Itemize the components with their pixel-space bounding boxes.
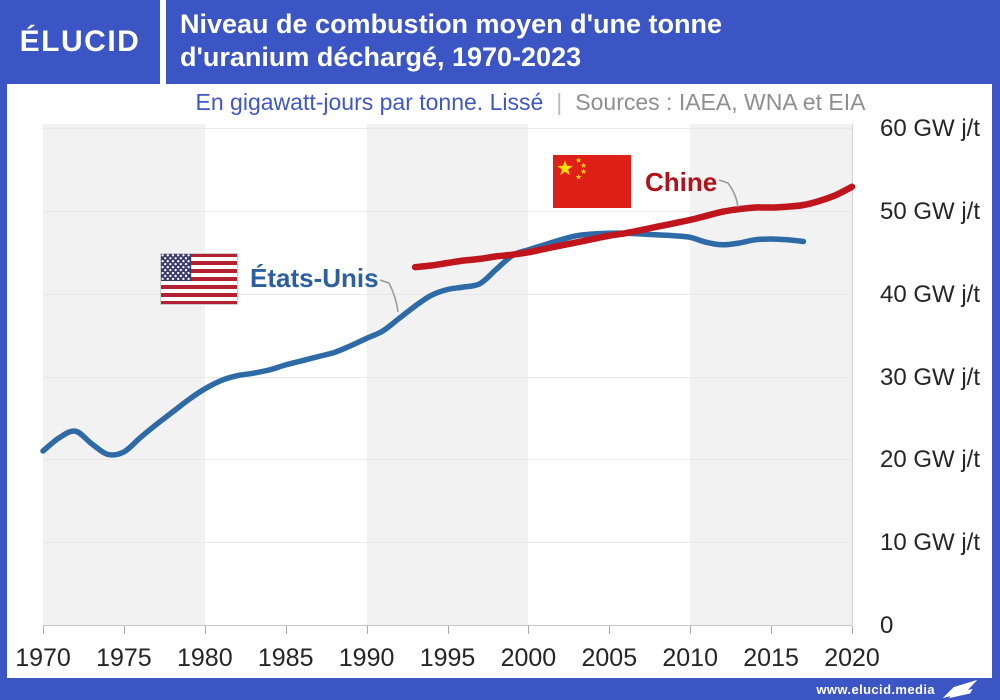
cn-flag-icon (553, 155, 631, 208)
subtitle-separator: | (556, 88, 563, 115)
x-tick-label: 1975 (96, 644, 152, 672)
x-tick (528, 626, 530, 634)
y-tick-label: 10 GW j/t (880, 529, 981, 557)
y-tick-label: 60 GW j/t (880, 115, 981, 142)
x-tick (285, 626, 287, 634)
frame-left-stripe (0, 84, 7, 700)
frame-right-stripe (992, 84, 1000, 700)
logo-text: ÉLUCID (19, 25, 141, 58)
cn-series-label: Chine (645, 167, 718, 197)
y-tick-label: 20 GW j/t (880, 446, 981, 474)
x-tick (852, 626, 853, 634)
title-line-1: Niveau de combustion moyen d'une tonne (180, 9, 722, 39)
x-tick (366, 626, 368, 634)
title-line-2: d'uranium déchargé, 1970-2023 (180, 42, 582, 72)
chart-subtitle: En gigawatt-jours par tonne. Lissé | Sou… (7, 86, 992, 118)
x-tick (609, 626, 611, 634)
footer-bar: www.elucid.media (0, 678, 1000, 700)
us-series-label: États-Unis (250, 263, 379, 293)
x-tick-label: 2010 (662, 644, 718, 672)
x-tick-label: 2005 (581, 644, 638, 672)
plot-right-edge (852, 124, 853, 625)
gridline (43, 459, 852, 461)
chart-title: Niveau de combustion moyen d'une tonne d… (166, 0, 1000, 84)
x-tick (43, 626, 44, 634)
us-flag-icon (160, 253, 238, 305)
decade-band (366, 124, 529, 625)
x-tick (204, 626, 206, 634)
x-tick-label: 1970 (15, 644, 71, 672)
x-tick (123, 626, 125, 634)
x-tick-label: 1985 (257, 644, 314, 672)
subtitle-sources: Sources : IAEA, WNA et EIA (575, 88, 866, 115)
y-tick-label: 30 GW j/t (880, 363, 981, 391)
elucid-flag-icon (942, 679, 978, 699)
x-tick-label: 2020 (824, 644, 880, 672)
gridline (43, 210, 852, 212)
x-tick-label: 1995 (419, 644, 476, 672)
subtitle-unit: En gigawatt-jours par tonne. Lissé (195, 88, 544, 115)
gridline (43, 542, 852, 544)
x-tick-label: 1990 (338, 644, 395, 672)
gridline (43, 128, 852, 129)
header: ÉLUCID Niveau de combustion moyen d'une … (0, 0, 1000, 84)
y-tick-label: 0 (880, 612, 894, 639)
y-tick-label: 50 GW j/t (880, 197, 981, 225)
x-axis-line (43, 625, 852, 626)
elucid-logo: ÉLUCID (0, 0, 160, 84)
y-tick-label: 40 GW j/t (880, 280, 981, 308)
decade-band (43, 124, 205, 625)
x-tick (447, 626, 449, 634)
x-tick-label: 1980 (176, 644, 233, 672)
x-tick-label: 2000 (500, 644, 557, 672)
gridline (43, 376, 852, 378)
decade-band (690, 124, 852, 625)
x-tick (771, 626, 773, 634)
website-url: www.elucid.media (816, 681, 935, 697)
x-tick (690, 626, 692, 634)
x-tick-label: 2015 (743, 644, 799, 672)
header-divider (160, 0, 166, 84)
